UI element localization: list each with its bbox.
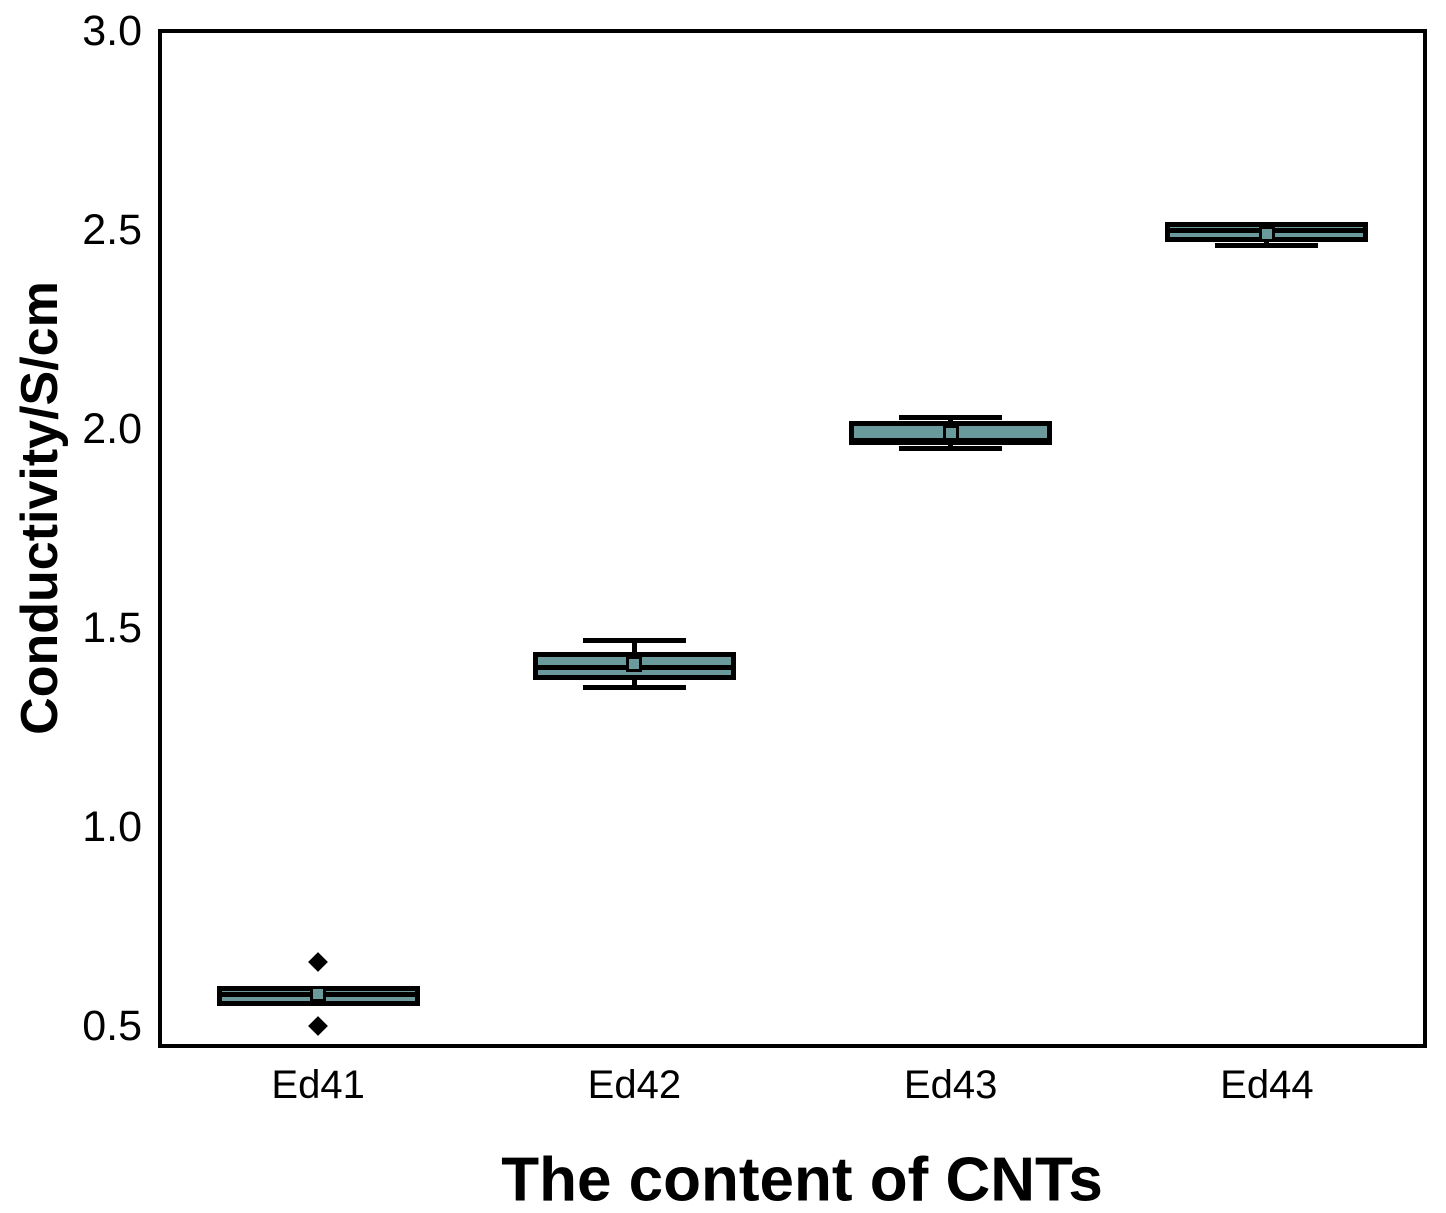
x-axis-title: The content of CNTs (501, 1145, 1103, 1213)
whisker-lower-stem (631, 679, 637, 688)
mean-marker (942, 425, 959, 442)
outlier-diamond (308, 952, 329, 973)
y-tick-label: 0.5 (82, 1002, 142, 1051)
whisker-upper-cap (899, 414, 1003, 420)
x-tick-label-ed41: Ed41 (271, 1063, 365, 1107)
y-tick-label: 1.0 (82, 803, 142, 852)
mean-marker (1258, 226, 1275, 242)
whisker-upper-stem (631, 640, 637, 652)
y-tick-label: 2.0 (82, 405, 142, 454)
x-tick-label-ed43: Ed43 (903, 1063, 998, 1107)
y-axis-title: Conductivity/S/cm (11, 281, 69, 735)
whisker-upper-cap (582, 637, 686, 643)
whisker-lower-cap (899, 446, 1003, 452)
whisker-lower-cap (1215, 243, 1319, 249)
x-tick-label-ed44: Ed44 (1220, 1063, 1314, 1107)
plot-area (158, 29, 1427, 1048)
mean-marker (310, 986, 327, 1003)
outlier-diamond (308, 1016, 329, 1036)
mean-marker (626, 655, 643, 672)
x-tick-label-ed42: Ed42 (587, 1063, 682, 1107)
y-tick-label: 1.5 (82, 604, 142, 653)
y-tick-label: 3.0 (82, 7, 142, 55)
y-tick-label: 2.5 (82, 206, 142, 255)
whisker-lower-cap (582, 685, 686, 691)
